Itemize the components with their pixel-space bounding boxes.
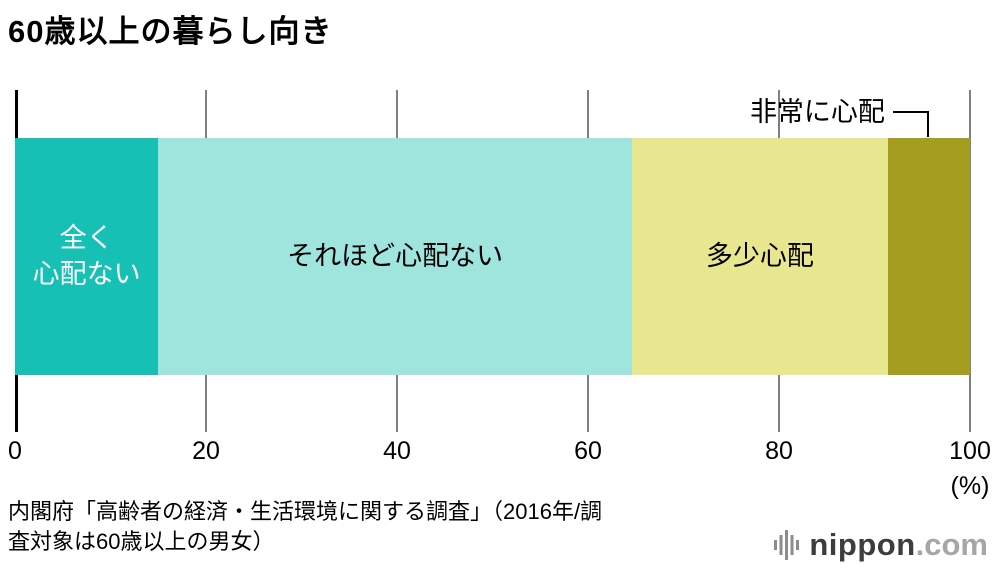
source-line-2: 査対象は60歳以上の男女） [8, 529, 275, 555]
bar-segment-1: 全く 心配ない [15, 138, 159, 375]
bar-segment-4 [887, 138, 970, 375]
callout-connector-line [892, 111, 929, 137]
tick-label-80: 80 [765, 437, 793, 465]
bar-segment-3: 多少心配 [631, 138, 888, 375]
segment-label-2: それほど心配ない [287, 240, 504, 271]
source-line-1: 内閣府「高齢者の経済・生活環境に関する調査」（2016年/調 [8, 499, 603, 524]
tick-label-40: 40 [383, 437, 411, 465]
plot-area: 全く 心配ない それほど心配ない 多少心配 非常に心配 [15, 90, 971, 432]
tick-label-100: 100 [949, 437, 991, 465]
callout-label: 非常に心配 [749, 97, 885, 127]
gridline-100 [969, 90, 971, 432]
segment-label-3: 多少心配 [705, 240, 814, 271]
callout-very-worried: 非常に心配 [750, 96, 929, 137]
page-title: 60歳以上の暮らし向き [8, 14, 333, 49]
source-note: 内閣府「高齢者の経済・生活環境に関する調査」（2016年/調 査対象は60歳以上… [8, 497, 602, 558]
tick-label-60: 60 [574, 437, 602, 465]
logo-name: nippon [809, 527, 916, 562]
stacked-bar: 全く 心配ない それほど心配ない 多少心配 [15, 138, 970, 375]
x-axis: 0 20 40 60 80 100 [8, 437, 991, 469]
segment-label-1: 全く 心配ない [32, 223, 141, 289]
nippon-logo-bars-icon [774, 530, 800, 560]
bar-segment-2: それほど心配ない [158, 138, 632, 375]
logo-tld: .com [915, 527, 988, 562]
tick-label-20: 20 [192, 437, 220, 465]
nippon-logo: nippon .com [774, 527, 988, 563]
unit-label: (%) [950, 472, 990, 500]
tick-label-0: 0 [8, 437, 22, 465]
